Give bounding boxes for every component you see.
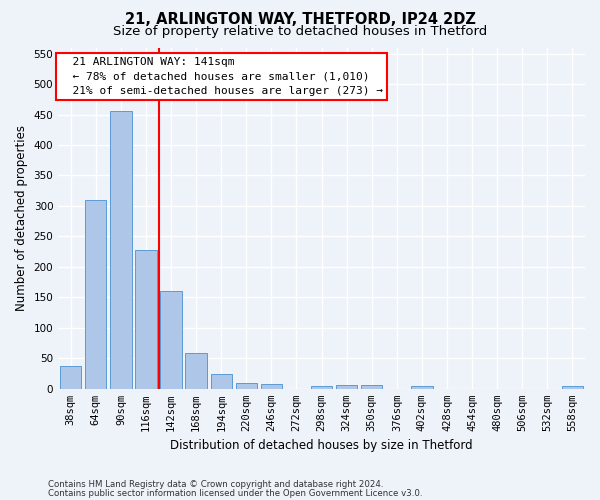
Bar xyxy=(136,250,157,389)
Bar xyxy=(85,200,106,389)
Text: 21 ARLINGTON WAY: 141sqm
  ← 78% of detached houses are smaller (1,010)
  21% of: 21 ARLINGTON WAY: 141sqm ← 78% of detach… xyxy=(59,56,383,96)
Bar xyxy=(185,354,207,389)
Text: Size of property relative to detached houses in Thetford: Size of property relative to detached ho… xyxy=(113,25,487,38)
Bar xyxy=(311,386,332,389)
Bar xyxy=(261,384,282,389)
Bar xyxy=(336,385,358,389)
Bar xyxy=(160,292,182,389)
Text: Contains public sector information licensed under the Open Government Licence v3: Contains public sector information licen… xyxy=(48,488,422,498)
X-axis label: Distribution of detached houses by size in Thetford: Distribution of detached houses by size … xyxy=(170,440,473,452)
Y-axis label: Number of detached properties: Number of detached properties xyxy=(15,125,28,311)
Bar xyxy=(361,385,382,389)
Bar xyxy=(236,382,257,389)
Bar xyxy=(411,386,433,389)
Bar xyxy=(110,112,131,389)
Text: Contains HM Land Registry data © Crown copyright and database right 2024.: Contains HM Land Registry data © Crown c… xyxy=(48,480,383,489)
Bar xyxy=(211,374,232,389)
Bar xyxy=(562,386,583,389)
Bar xyxy=(60,366,82,389)
Text: 21, ARLINGTON WAY, THETFORD, IP24 2DZ: 21, ARLINGTON WAY, THETFORD, IP24 2DZ xyxy=(125,12,475,28)
